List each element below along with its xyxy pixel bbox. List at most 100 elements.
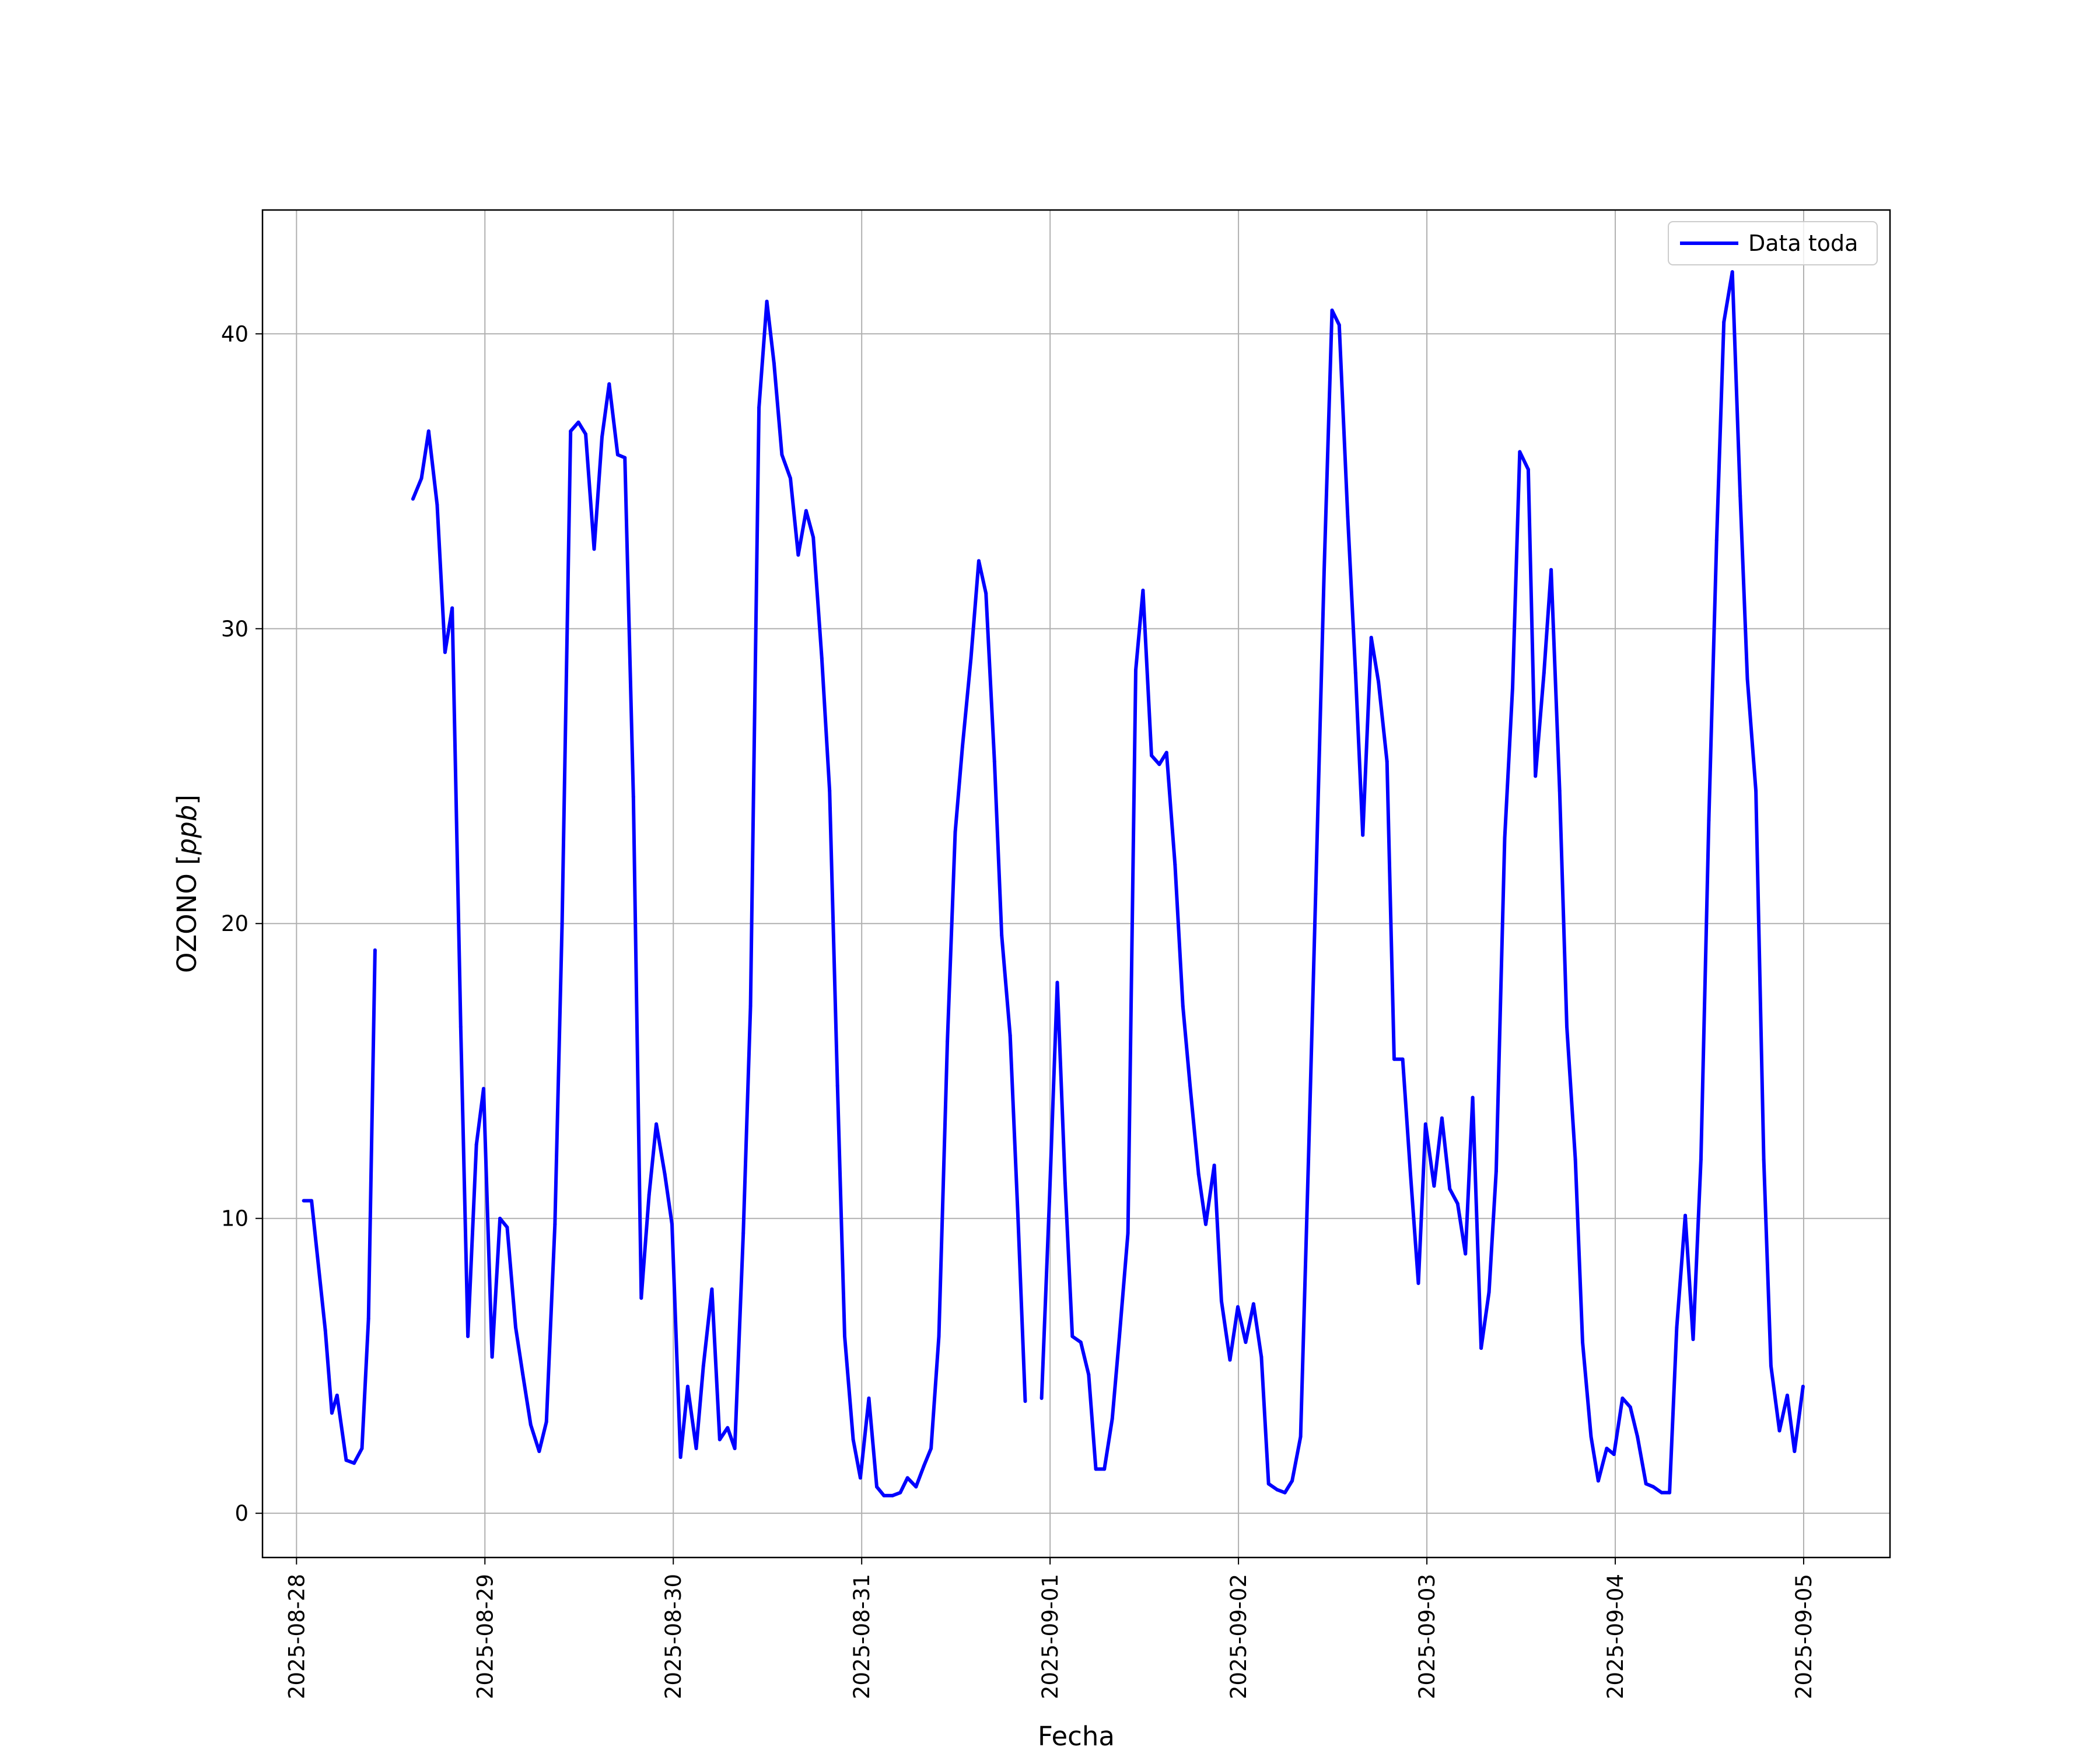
y-tick-label: 30 [221, 617, 249, 642]
data-point [1612, 1452, 1616, 1457]
data-point [615, 453, 620, 457]
x-tick-label: 2025-09-05 [1791, 1574, 1817, 1699]
data-point [569, 429, 573, 433]
data-point [858, 1476, 862, 1480]
data-point [1164, 751, 1168, 755]
data-point [1094, 1467, 1098, 1471]
data-point [1644, 1482, 1648, 1486]
y-axis-label: OZONO [ppb] [172, 794, 202, 973]
data-point [929, 1447, 933, 1450]
data-point [1487, 1290, 1491, 1294]
data-point [828, 789, 832, 793]
data-point [1337, 323, 1341, 327]
data-point [1150, 754, 1153, 758]
data-point [670, 1222, 674, 1226]
data-point [1126, 1231, 1130, 1235]
data-point [1534, 774, 1538, 778]
data-point [710, 1287, 714, 1291]
data-point [1157, 762, 1161, 766]
data-point [553, 1222, 557, 1226]
data-point [678, 1455, 682, 1460]
data-point [882, 1493, 886, 1497]
data-point [576, 420, 580, 424]
x-tick-label: 2025-08-28 [284, 1574, 309, 1699]
data-point [323, 1328, 327, 1332]
data-point [1479, 1346, 1483, 1350]
x-axis-label: Fecha [1038, 1721, 1115, 1750]
data-point [1244, 1340, 1248, 1344]
data-point [1377, 680, 1381, 684]
data-point [1087, 1373, 1091, 1377]
data-point [1023, 1399, 1027, 1404]
data-point [1385, 760, 1389, 764]
y-axis-label-unit: ppb [172, 805, 202, 856]
data-point [482, 1087, 485, 1091]
data-point [1314, 892, 1318, 896]
data-point [1660, 1490, 1664, 1494]
data-point [450, 606, 454, 610]
data-point [685, 1384, 690, 1388]
data-point [1494, 1169, 1498, 1173]
data-point [1228, 1358, 1232, 1362]
data-point [1684, 1213, 1687, 1217]
data-point [639, 1296, 643, 1300]
data-point [1361, 833, 1365, 837]
data-point [1181, 1004, 1185, 1008]
data-point [1620, 1396, 1625, 1400]
data-point [600, 435, 604, 439]
data-point [984, 592, 988, 596]
data-point [1511, 685, 1514, 690]
data-point [584, 432, 587, 436]
data-point [765, 299, 769, 303]
data-point [898, 1490, 902, 1494]
data-point [1793, 1450, 1797, 1453]
data-point [1204, 1222, 1208, 1226]
y-tick-label: 10 [221, 1206, 249, 1231]
data-point [419, 477, 424, 480]
data-point [789, 477, 792, 480]
data-point [1691, 1338, 1695, 1341]
data-point [1542, 671, 1546, 675]
data-point [592, 547, 596, 551]
data-point [1102, 1467, 1107, 1471]
x-tick-label: 2025-09-02 [1226, 1574, 1251, 1699]
data-point [1259, 1355, 1264, 1359]
data-point [514, 1325, 517, 1329]
data-point [528, 1423, 533, 1427]
y-axis-ticks: 0 10 20 30 40 [221, 321, 262, 1526]
data-point [1141, 589, 1145, 593]
data-point [1503, 836, 1507, 840]
x-tick-label: 2025-08-31 [849, 1574, 874, 1699]
data-point [1016, 1216, 1020, 1220]
data-point [1636, 1434, 1640, 1438]
data-point [992, 760, 996, 764]
data-point [459, 1025, 463, 1029]
data-point [1801, 1384, 1805, 1388]
data-point [1212, 1163, 1216, 1167]
data-point [1290, 1479, 1294, 1483]
legend-box [1668, 221, 1878, 265]
data-point [1432, 1184, 1436, 1188]
data-point [726, 1426, 730, 1430]
data-point [1714, 538, 1718, 542]
data-point [718, 1437, 722, 1441]
data-point [1134, 668, 1138, 672]
data-point [1118, 1334, 1121, 1338]
data-point [426, 429, 430, 433]
data-point [1455, 1202, 1460, 1206]
data-point [1251, 1302, 1255, 1306]
data-point [1605, 1447, 1609, 1450]
data-point [505, 1225, 509, 1229]
data-point [1353, 671, 1357, 675]
data-point [1668, 1490, 1672, 1494]
data-point [654, 1122, 659, 1126]
data-point [1518, 450, 1522, 454]
data-point [1526, 467, 1530, 471]
data-point [1762, 1157, 1766, 1161]
data-point [1558, 789, 1562, 793]
data-point [466, 1334, 470, 1338]
data-point [607, 382, 611, 386]
data-point [694, 1447, 698, 1450]
data-point [1785, 1394, 1789, 1397]
